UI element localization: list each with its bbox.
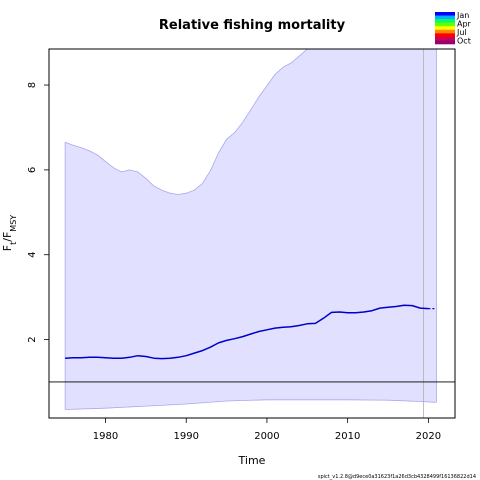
x-tick-label: 1990 xyxy=(173,431,198,442)
plot-area xyxy=(48,48,456,419)
legend-color-band xyxy=(435,33,455,38)
ci-upper-line xyxy=(64,49,437,195)
legend-color-band xyxy=(435,36,455,41)
chart-title: Relative fishing mortality xyxy=(159,18,346,33)
x-tick-label: 2020 xyxy=(416,431,441,442)
legend-color-band xyxy=(435,15,455,20)
version-footer: spict_v1.2.8@d9ece0a31623f1a26d3cb432849… xyxy=(318,474,476,480)
legend-entry: Jul xyxy=(456,28,467,37)
legend-color-band xyxy=(435,19,455,23)
y-axis: 2 4 6 8 xyxy=(27,82,49,343)
legend-entry: Apr xyxy=(457,20,472,29)
plot-content xyxy=(49,49,455,418)
x-axis-label: Time xyxy=(238,454,266,467)
y-tick-label: 6 xyxy=(27,167,38,173)
plot-frame xyxy=(48,48,456,419)
legend-color-band xyxy=(435,22,455,27)
y-tick-label: 2 xyxy=(27,336,38,342)
legend-color-band xyxy=(435,12,455,16)
x-tick-label: 1980 xyxy=(93,431,118,442)
ci-lower-line xyxy=(65,399,437,410)
x-axis: 1980 1990 2000 2010 2020 xyxy=(93,418,441,442)
y-tick-label: 4 xyxy=(27,252,38,258)
legend-color-band xyxy=(435,26,455,31)
y-axis-label: Ft/FMSY xyxy=(1,215,18,251)
y-tick-label: 8 xyxy=(27,82,38,88)
x-tick-label: 2010 xyxy=(335,431,360,442)
x-tick-label: 2000 xyxy=(254,431,279,442)
legend-entry: Oct xyxy=(457,37,471,46)
estimate-line xyxy=(65,304,429,360)
confidence-band xyxy=(65,49,437,410)
legend-color-band xyxy=(435,29,455,34)
legend-color-band xyxy=(435,40,455,45)
legend-entry: Jan xyxy=(456,11,469,20)
